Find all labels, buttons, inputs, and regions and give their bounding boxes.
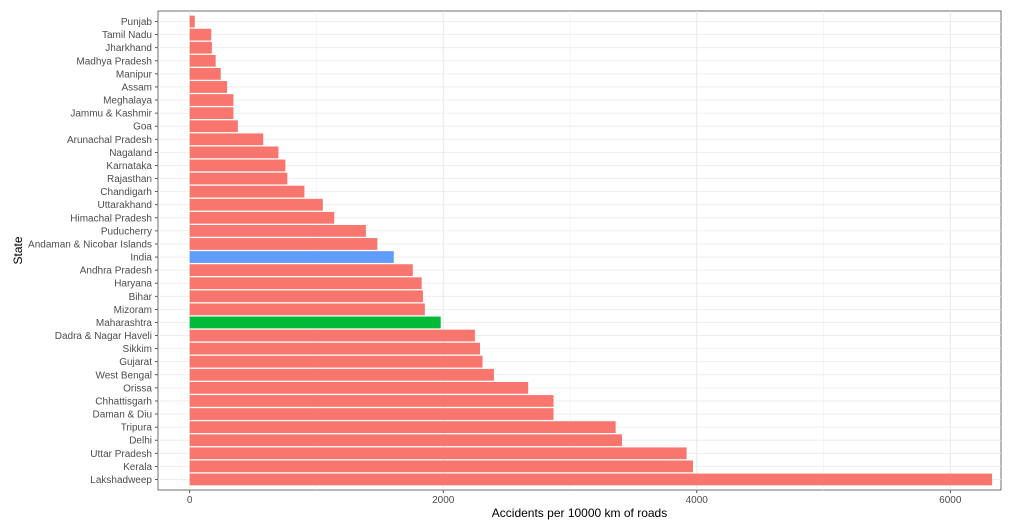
y-tick-label: Rajasthan xyxy=(107,174,152,185)
bar-goa xyxy=(189,120,238,133)
y-tick-label: Assam xyxy=(121,82,152,93)
y-tick-label: India xyxy=(130,253,152,264)
y-tick-label: Sikkim xyxy=(123,344,152,355)
bar-gujarat xyxy=(189,355,483,368)
y-axis-title: State xyxy=(11,236,25,264)
y-tick-label: Maharashtra xyxy=(96,318,153,329)
bar-mizoram xyxy=(189,303,425,316)
x-tick-label: 6000 xyxy=(939,495,962,506)
bar-madhya-pradesh xyxy=(189,54,216,67)
bar-karnataka xyxy=(189,159,286,172)
y-tick-label: Dadra & Nagar Haveli xyxy=(55,331,152,342)
y-tick-label: Karnataka xyxy=(106,161,152,172)
y-tick-label: Andaman & Nicobar Islands xyxy=(28,239,152,250)
y-tick-label: Tamil Nadu xyxy=(102,30,152,41)
bar-jammu-and-kashmir xyxy=(189,107,234,120)
y-tick-label: Kerala xyxy=(123,462,152,473)
y-tick-labels: Punjab Tamil Nadu Jharkhand Madhya Pradesh M… xyxy=(28,17,158,486)
y-tick-label: Jammu & Kashmir xyxy=(70,109,152,120)
y-tick-label: Andhra Pradesh xyxy=(80,266,152,277)
bar-haryana xyxy=(189,277,422,290)
bar-kerala xyxy=(189,460,693,473)
y-tick-label: Uttarakhand xyxy=(98,200,152,211)
y-tick-label: Madhya Pradesh xyxy=(76,56,152,67)
bar-west-bengal xyxy=(189,368,494,381)
y-tick-label: Daman & Diu xyxy=(93,410,152,421)
bar-arunachal-pradesh xyxy=(189,133,264,146)
bar-uttarakhand xyxy=(189,198,323,211)
y-tick-label: Jharkhand xyxy=(105,43,152,54)
y-tick-label: Tripura xyxy=(121,423,153,434)
bar-maharashtra xyxy=(189,316,441,329)
y-tick-label: Mizoram xyxy=(114,305,152,316)
bar-nagaland xyxy=(189,146,279,159)
y-tick-label: Orissa xyxy=(123,383,152,394)
y-tick-label: Uttar Pradesh xyxy=(90,449,152,460)
x-axis-title: Accidents per 10000 km of roads xyxy=(492,506,667,520)
y-tick-label: Goa xyxy=(133,122,152,133)
bar-daman-and-diu xyxy=(189,408,554,420)
bar-andaman-and-nicobar-islands xyxy=(189,238,378,250)
bar-orissa xyxy=(189,381,529,394)
y-tick-label: Delhi xyxy=(129,436,152,447)
bar-punjab xyxy=(189,15,195,28)
bar-chhattisgarh xyxy=(189,395,554,407)
bar-india xyxy=(189,251,394,263)
y-tick-label: Bihar xyxy=(129,292,153,303)
y-tick-label: Himachal Pradesh xyxy=(70,213,152,224)
y-tick-label: Meghalaya xyxy=(103,96,152,107)
y-tick-label: Chandigarh xyxy=(100,187,152,198)
x-tick-label: 4000 xyxy=(686,495,709,506)
bar-tripura xyxy=(189,421,616,434)
y-tick-label: Punjab xyxy=(121,17,153,28)
bar-bihar xyxy=(189,290,423,303)
bar-jharkhand xyxy=(189,41,212,54)
y-tick-label: Lakshadweep xyxy=(90,475,152,486)
y-tick-label: West Bengal xyxy=(95,370,152,381)
x-tick-label: 0 xyxy=(187,495,193,506)
bar-meghalaya xyxy=(189,94,234,106)
bar-chandigarh xyxy=(189,185,305,198)
bar-himachal-pradesh xyxy=(189,211,335,224)
bar-assam xyxy=(189,81,228,93)
y-tick-label: Manipur xyxy=(116,69,153,80)
bar-puducherry xyxy=(189,224,366,237)
bar-andhra-pradesh xyxy=(189,264,413,277)
bar-tamil-nadu xyxy=(189,28,212,41)
bars xyxy=(189,15,993,486)
bar-lakshadweep xyxy=(189,473,993,486)
y-tick-label: Haryana xyxy=(114,279,152,290)
bar-uttar-pradesh xyxy=(189,447,687,460)
bar-delhi xyxy=(189,434,622,447)
y-tick-label: Nagaland xyxy=(109,148,152,159)
bar-sikkim xyxy=(189,342,480,355)
bar-rajasthan xyxy=(189,172,288,185)
y-tick-label: Puducherry xyxy=(101,226,152,237)
y-tick-label: Gujarat xyxy=(119,357,152,368)
bar-manipur xyxy=(189,67,221,80)
x-tick-label: 2000 xyxy=(432,495,455,506)
bar-dadra-and-nagar-haveli xyxy=(189,329,475,342)
y-tick-label: Chhattisgarh xyxy=(95,396,152,407)
x-tick-labels: 0 2000 4000 6000 xyxy=(187,490,962,506)
y-tick-label: Arunachal Pradesh xyxy=(67,135,152,146)
